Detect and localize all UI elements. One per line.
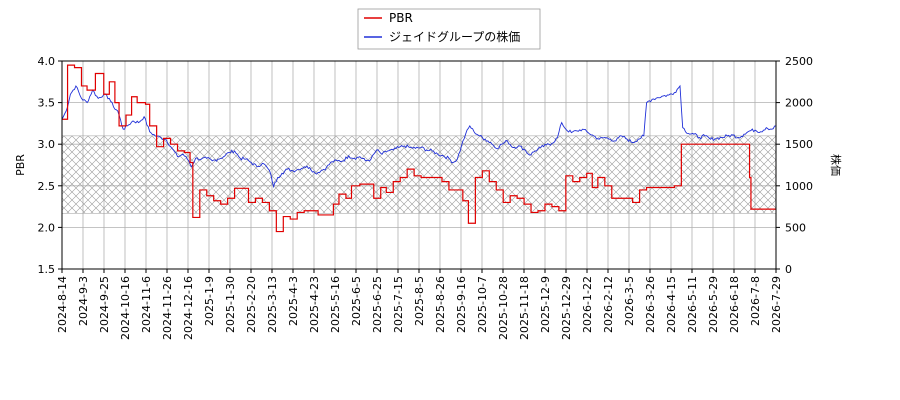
x-tick-label: 2024-9-3 — [77, 276, 90, 326]
legend-pbr-label: PBR — [389, 11, 413, 25]
y-left-axis-label: PBR — [14, 154, 27, 176]
y-left-tick-label: 2.0 — [38, 221, 56, 234]
y-left-tick-label: 2.5 — [38, 180, 56, 193]
y-right-tick-label: 1000 — [785, 180, 813, 193]
x-tick-label: 2025-1-9 — [203, 276, 216, 326]
x-tick-label: 2025-8-5 — [413, 276, 426, 326]
legend-price-label: ジェイドグループの株価 — [389, 29, 520, 44]
x-tick-label: 2024-9-25 — [98, 276, 111, 333]
x-tick-label: 2026-2-12 — [602, 276, 615, 333]
x-tick-label: 2024-12-16 — [182, 276, 195, 340]
y-left-tick-label: 3.0 — [38, 138, 56, 151]
x-tick-label: 2025-5-16 — [329, 276, 342, 333]
y-left-axis: 1.5 2.0 2.5 3.0 3.5 4.0 — [38, 55, 62, 276]
x-tick-label: 2025-4-23 — [308, 276, 321, 333]
x-axis: 2024-8-14 2024-9-3 2024-9-25 2024-10-16 2024… — [56, 269, 783, 340]
y-right-axis: 0 500 1000 1500 2000 2500 — [776, 55, 813, 276]
x-tick-label: 2024-11-26 — [161, 276, 174, 340]
x-tick-label: 2025-1-30 — [224, 276, 237, 333]
y-right-tick-label: 1500 — [785, 138, 813, 151]
x-tick-label: 2026-5-11 — [686, 276, 699, 333]
pbr-series-line — [62, 64, 776, 233]
x-tick-label: 2024-10-16 — [119, 276, 132, 340]
x-tick-label: 2026-5-29 — [707, 276, 720, 333]
x-tick-label: 2025-10-28 — [497, 276, 510, 340]
y-left-tick-label: 4.0 — [38, 55, 56, 68]
x-tick-label: 2025-10-7 — [476, 276, 489, 333]
x-tick-label: 2026-1-22 — [581, 276, 594, 333]
x-tick-label: 2025-3-13 — [266, 276, 279, 333]
price-series-line — [62, 84, 776, 189]
x-tick-label: 2025-4-3 — [287, 276, 300, 326]
y-right-tick-label: 500 — [785, 221, 806, 234]
x-tick-label: 2024-11-6 — [140, 276, 153, 333]
y-left-tick-label: 3.5 — [38, 97, 56, 110]
x-tick-label: 2026-3-26 — [644, 276, 657, 333]
x-tick-label: 2025-2-20 — [245, 276, 258, 333]
x-tick-label: 2025-7-15 — [392, 276, 405, 333]
x-tick-label: 2026-4-15 — [665, 276, 678, 333]
x-tick-label: 2025-11-18 — [518, 276, 531, 340]
y-right-tick-label: 0 — [785, 263, 792, 276]
x-tick-label: 2026-6-18 — [728, 276, 741, 333]
x-tick-label: 2025-6-5 — [350, 276, 363, 326]
x-tick-label: 2025-9-16 — [455, 276, 468, 333]
x-tick-label: 2025-6-25 — [371, 276, 384, 333]
y-right-tick-label: 2000 — [785, 97, 813, 110]
x-tick-label: 2025-12-29 — [560, 276, 573, 340]
x-tick-label: 2026-7-8 — [749, 276, 762, 326]
pbr-range-band — [61, 135, 777, 214]
x-tick-label: 2026-3-5 — [623, 276, 636, 326]
x-tick-label: 2025-8-26 — [434, 276, 447, 333]
legend-box — [357, 8, 541, 50]
x-tick-label: 2025-12-9 — [539, 276, 552, 333]
x-tick-label: 2026-7-29 — [770, 276, 783, 333]
y-right-tick-label: 2500 — [785, 55, 813, 68]
y-right-axis-label: 株価 — [829, 154, 843, 176]
legend: PBR ジェイドグループの株価 — [357, 8, 541, 50]
x-tick-label: 2024-8-14 — [56, 276, 69, 333]
y-left-tick-label: 1.5 — [38, 263, 56, 276]
